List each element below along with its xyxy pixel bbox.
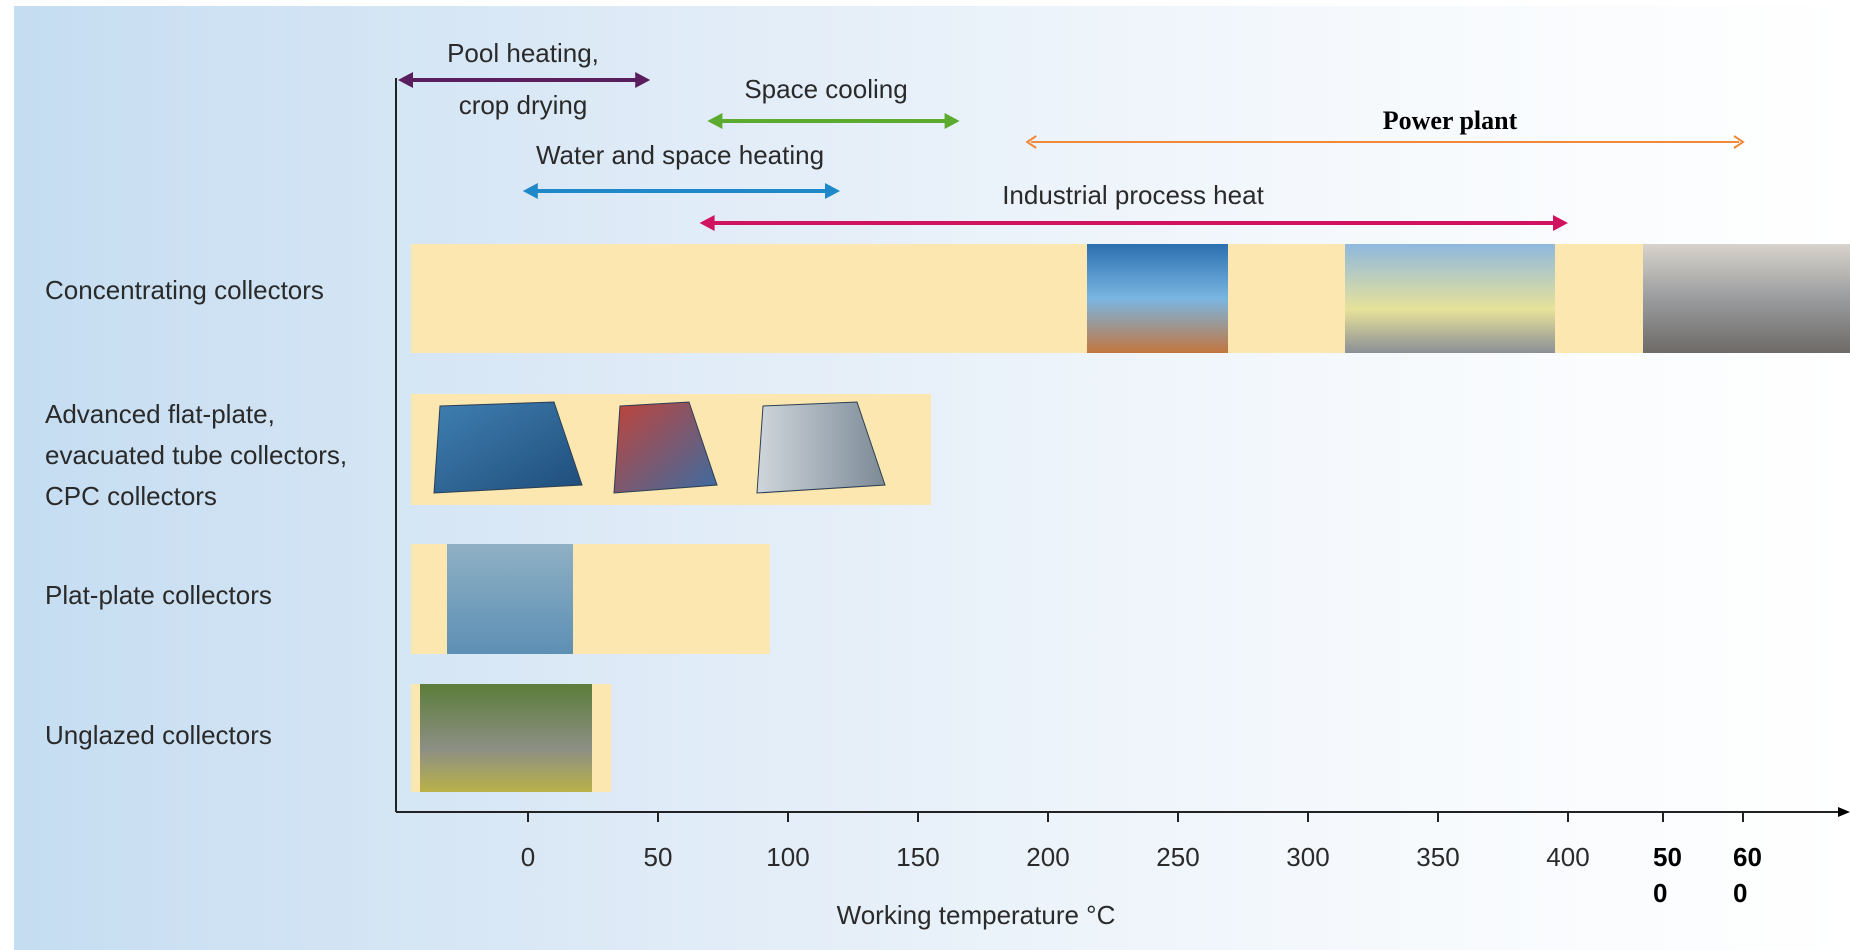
x-tick-label: 0 xyxy=(521,842,535,872)
application-range: Power plant xyxy=(1025,106,1745,149)
collector-photo xyxy=(1643,244,1850,353)
application-range: Pool heating, crop drying xyxy=(398,38,651,120)
category-label: Plat-plate collectors xyxy=(45,580,272,610)
application-label: Power plant xyxy=(1383,106,1518,135)
category-label: Concentrating collectors xyxy=(45,275,324,305)
collector-photo xyxy=(1345,244,1555,353)
application-range: Industrial process heat xyxy=(699,180,1568,231)
arrow-head-right xyxy=(825,183,840,199)
application-label: Water and space heating xyxy=(536,140,824,170)
x-tick-label: 150 xyxy=(896,842,939,872)
application-ranges: Pool heating, crop drying Space cooling Pow… xyxy=(398,38,1745,231)
x-tick-label: 350 xyxy=(1416,842,1459,872)
x-axis-arrow xyxy=(1838,807,1850,817)
collector-photo xyxy=(447,544,573,654)
arrow-head-left xyxy=(398,72,413,88)
arrow-head-right xyxy=(635,72,651,88)
arrow-head-left xyxy=(707,113,723,129)
x-tick-label: 300 xyxy=(1286,842,1329,872)
collector-photo xyxy=(1087,244,1228,353)
x-tick-label: 400 xyxy=(1546,842,1589,872)
application-range: Water and space heating xyxy=(522,140,840,199)
application-range: Space cooling xyxy=(707,74,960,129)
x-tick-label: 60 0 xyxy=(1733,842,1762,908)
collector-photo xyxy=(433,401,583,494)
collector-photo xyxy=(420,684,592,792)
arrow-head-left xyxy=(1025,135,1037,149)
arrow-head-left xyxy=(699,215,715,231)
collector-photo xyxy=(613,401,718,494)
x-axis-title: Working temperature °C xyxy=(837,900,1116,930)
collector-bars xyxy=(411,244,1850,792)
category-label: Unglazed collectors xyxy=(45,720,272,750)
arrow-head-right xyxy=(1553,215,1568,231)
collector-photo xyxy=(756,401,886,494)
application-label: Industrial process heat xyxy=(1002,180,1264,210)
arrow-head-right xyxy=(1733,135,1745,149)
application-label: Space cooling xyxy=(744,74,907,104)
x-tick-label: 200 xyxy=(1026,842,1069,872)
chart-background xyxy=(14,6,1850,950)
x-tick-label: 50 0 xyxy=(1653,842,1682,908)
x-tick-label: 250 xyxy=(1156,842,1199,872)
application-label: Pool heating, crop drying xyxy=(447,38,599,120)
x-tick-label: 100 xyxy=(766,842,809,872)
category-label: Advanced flat-plate, evacuated tube coll… xyxy=(45,399,348,511)
x-tick-label: 50 xyxy=(644,842,673,872)
arrow-head-right xyxy=(944,113,960,129)
arrow-head-left xyxy=(522,183,538,199)
x-axis: 0 50 100 150 200 250 300 350 400 50 0 60 0 Working te… xyxy=(395,78,1850,930)
